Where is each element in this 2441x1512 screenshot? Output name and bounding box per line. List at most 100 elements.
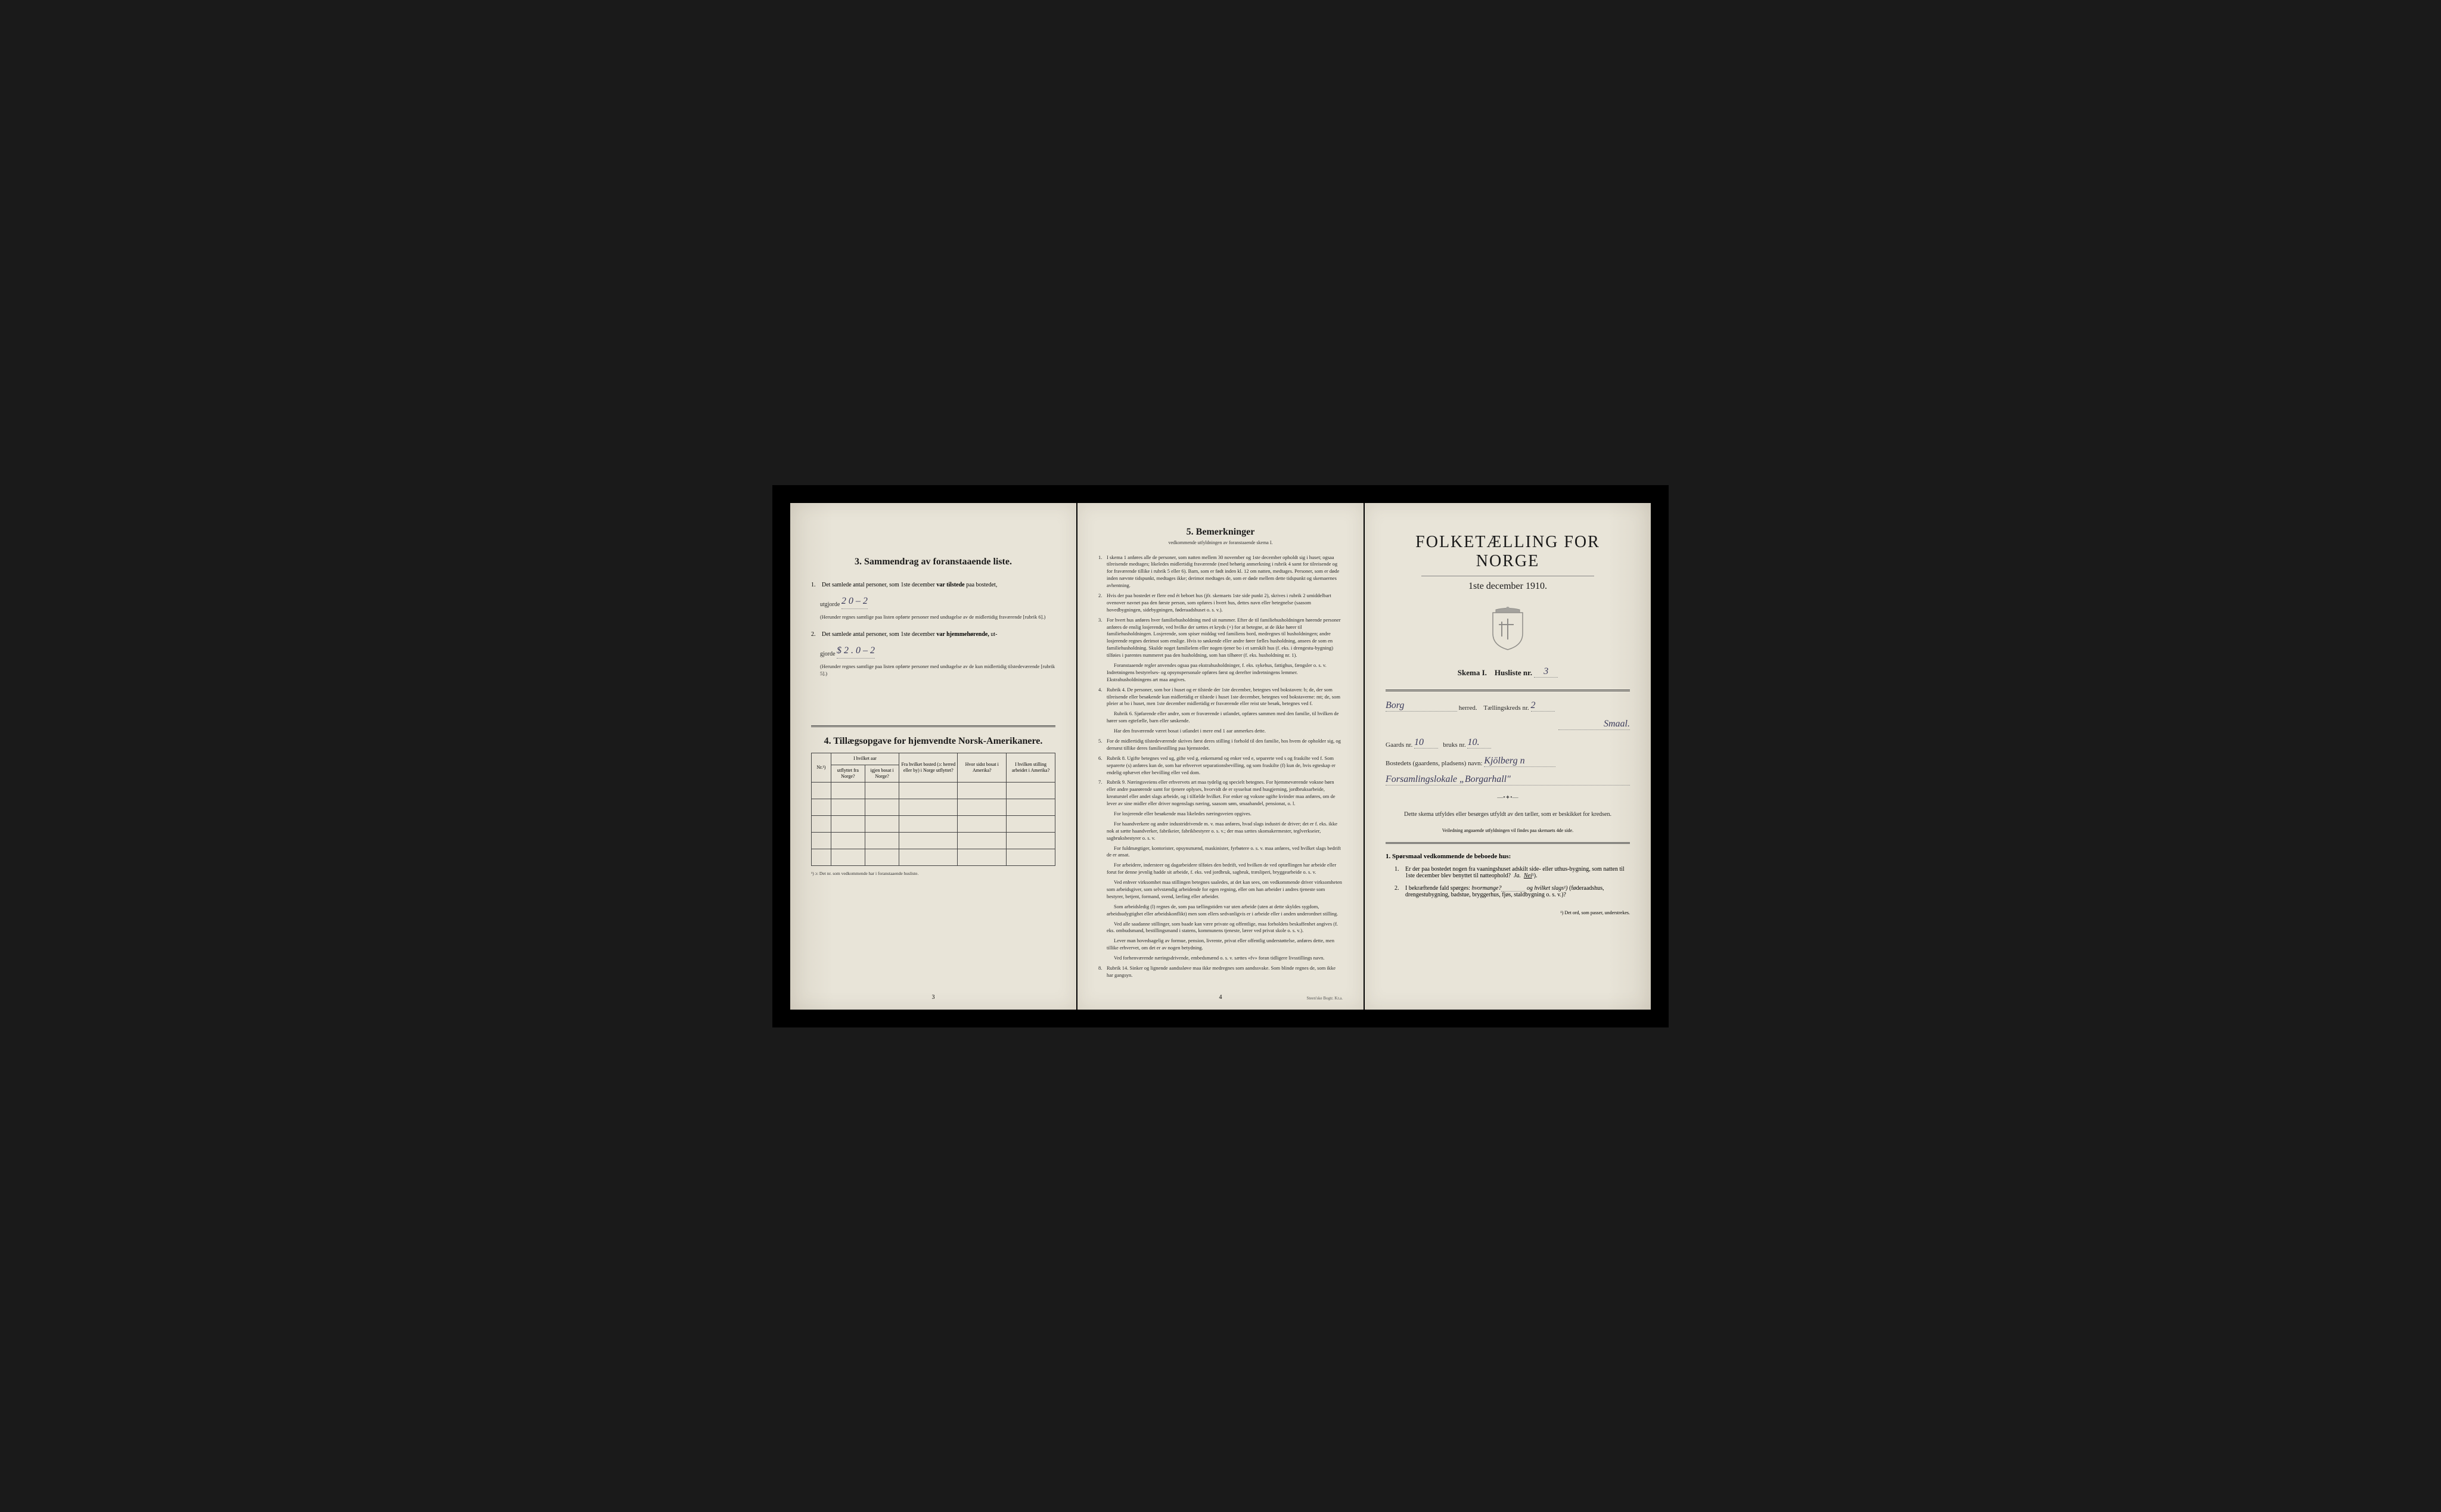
- item-2-text-before: Det samlede antal personer, som 1ste dec…: [822, 631, 935, 638]
- bemerk-item: Foranstaaende regler anvendes ogsaa paa …: [1098, 662, 1343, 684]
- bemerk-item: For haandverkere og andre industridriven…: [1098, 821, 1343, 842]
- main-subtitle: 1ste december 1910.: [1386, 581, 1630, 592]
- bemerk-text: Ved forhenværende næringsdrivende, embed…: [1107, 955, 1343, 962]
- table-row: [812, 816, 1055, 833]
- tellingskreds-value: 2: [1531, 700, 1536, 710]
- bemerk-num: [1098, 955, 1107, 962]
- bemerk-num: [1098, 845, 1107, 859]
- bruks-label: bruks nr.: [1443, 741, 1466, 749]
- q2-num: 2.: [1395, 885, 1405, 898]
- bemerk-item: 4.Rubrik 4. De personer, som bor i huset…: [1098, 687, 1343, 708]
- q2-hvormange: hvormange?: [1471, 885, 1501, 892]
- amerikanere-table: Nr.¹) I hvilket aar Fra hvilket bosted (…: [811, 753, 1055, 866]
- question-2: 2. I bekræftende fald spørges: hvormange…: [1395, 885, 1630, 898]
- item-1-text-before: Det samlede antal personer, som 1ste dec…: [822, 582, 935, 588]
- col-year-group: I hvilket aar: [831, 753, 899, 765]
- herred-label: herred.: [1459, 704, 1477, 712]
- col-4: Hvor sidst bosat i Amerika?: [958, 753, 1007, 783]
- col-1: utflyttet fra Norge?: [831, 765, 865, 783]
- bemerk-item: For fuldmægtiger, kontorister, opsynsmæn…: [1098, 845, 1343, 859]
- main-title: FOLKETÆLLING FOR NORGE: [1386, 533, 1630, 571]
- coat-of-arms: [1386, 607, 1630, 654]
- table-row: [812, 849, 1055, 866]
- item-1-bold: var tilstede: [936, 582, 964, 588]
- bemerk-num: 6.: [1098, 755, 1107, 777]
- bemerk-num: [1098, 728, 1107, 735]
- section-4-title-text: Tillægsopgave for hjemvendte Norsk-Ameri…: [833, 736, 1042, 746]
- bemerk-text: For hvert hus anføres hver familiehushol…: [1107, 617, 1343, 659]
- bemerk-num: [1098, 662, 1107, 684]
- bemerk-num: [1098, 879, 1107, 901]
- section-3-title-text: Sammendrag av foranstaaende liste.: [864, 557, 1012, 567]
- table-row: [812, 799, 1055, 816]
- item-1-text-after: paa bostedet,: [966, 582, 997, 588]
- divider-3: [1386, 842, 1630, 844]
- item-1-note: (Herunder regnes samtlige paa listen opf…: [820, 614, 1045, 620]
- bemerk-item: Rubrik 6. Sjøfarende eller andre, som er…: [1098, 710, 1343, 725]
- q2-og: og: [1527, 885, 1533, 892]
- husliste-label: Husliste nr.: [1495, 668, 1532, 677]
- page-1-number: 3: [932, 994, 935, 1001]
- bemerk-text: Rubrik 8. Ugifte betegnes ved ug, gifte …: [1107, 755, 1343, 777]
- instructions-text: Dette skema utfyldes eller besørges utfy…: [1386, 810, 1630, 819]
- schema-label: Skema I.: [1458, 668, 1487, 677]
- bosted-label: Bostedets (gaardens, pladsens) navn:: [1386, 760, 1483, 767]
- section-4-footnote: ¹) ɔ: Det nr. som vedkommende har i fora…: [811, 871, 1055, 876]
- bemerk-item: Lever man hovedsagelig av formue, pensio…: [1098, 937, 1343, 952]
- bemerk-num: [1098, 821, 1107, 842]
- bemerk-num: 7.: [1098, 779, 1107, 808]
- husliste-value: 3: [1544, 666, 1548, 676]
- item-2-num: 2.: [811, 631, 822, 638]
- bemerk-text: Rubrik 6. Sjøfarende eller andre, som er…: [1107, 710, 1343, 725]
- section-5-number: 5.: [1187, 527, 1194, 537]
- bemerk-num: [1098, 811, 1107, 818]
- herred-line: Borg herred. Tællingskreds nr. 2: [1386, 700, 1630, 712]
- bemerk-item: 6.Rubrik 8. Ugifte betegnes ved ug, gift…: [1098, 755, 1343, 777]
- bemerk-num: [1098, 921, 1107, 935]
- smaal-line: Smaal.: [1386, 719, 1630, 730]
- item-1-value-line: utgjorde 2 0 – 2: [820, 594, 1055, 609]
- bemerk-text: Ved enhver virksomhet maa stillingen bet…: [1107, 879, 1343, 901]
- bosted-value-1: Kjölberg n: [1484, 756, 1524, 766]
- bemerk-text: For arbeidere, indersteer og dagarbeider…: [1107, 862, 1343, 876]
- section-4-number: 4.: [824, 736, 831, 746]
- bemerk-text: Ved alle saadanne stillinger, som baade …: [1107, 921, 1343, 935]
- bemerk-text: Rubrik 14. Sinker og lignende aandssløve…: [1107, 965, 1343, 979]
- q-header-text: Spørsmaal vedkommende de beboede hus:: [1392, 853, 1511, 860]
- page-2: 5. Bemerkninger vedkommende utfyldningen…: [1077, 503, 1364, 1010]
- item-2-value-line: gjorde $ 2 . 0 – 2: [820, 644, 1055, 659]
- item-2: 2. Det samlede antal personer, som 1ste …: [811, 631, 1055, 638]
- bemerk-num: [1098, 710, 1107, 725]
- document-wrapper: 3. Sammendrag av foranstaaende liste. 1.…: [772, 485, 1669, 1027]
- gaards-label: Gaards nr.: [1386, 741, 1412, 749]
- bemerk-text: Har den fraværende været bosat i utlande…: [1107, 728, 1343, 735]
- item-2-bold: var hjemmehørende,: [936, 631, 989, 638]
- bruks-value: 10.: [1467, 737, 1479, 747]
- decorative-divider: ―•✦•―: [1386, 794, 1630, 801]
- gaards-line: Gaards nr. 10 bruks nr. 10.: [1386, 737, 1630, 749]
- col-0: Nr.¹): [812, 753, 831, 783]
- question-1: 1. Er der paa bostedet nogen fra vaaning…: [1395, 866, 1630, 879]
- utgjorde-1: utgjorde: [820, 601, 840, 608]
- bemerk-text: For de midlertidig tilstedeværende skriv…: [1107, 738, 1343, 752]
- page-3: FOLKETÆLLING FOR NORGE 1ste december 191…: [1365, 503, 1651, 1010]
- instructions-note: Veiledning angaaende utfyldningen vil fi…: [1386, 828, 1630, 833]
- gaards-value: 10: [1414, 737, 1424, 747]
- tellingskreds-label: Tællingskreds nr.: [1483, 704, 1529, 712]
- bemerkninger-list: 1.I skema 1 anføres alle de personer, so…: [1098, 554, 1343, 979]
- bosted-line: Bostedets (gaardens, pladsens) navn: Kjö…: [1386, 756, 1630, 767]
- bemerk-text: Som arbeidsledig (l) regnes de, som paa …: [1107, 904, 1343, 918]
- bemerk-item: Som arbeidsledig (l) regnes de, som paa …: [1098, 904, 1343, 918]
- q2-hvilket: hvilket slags¹): [1534, 885, 1567, 892]
- bemerk-text: Lever man hovedsagelig av formue, pensio…: [1107, 937, 1343, 952]
- bemerk-num: [1098, 862, 1107, 876]
- q1-marker: ¹).: [1532, 873, 1538, 879]
- bemerk-num: 2.: [1098, 592, 1107, 614]
- item-1-num: 1.: [811, 582, 822, 588]
- q-header-num: 1.: [1386, 853, 1390, 860]
- bemerk-item: Ved alle saadanne stillinger, som baade …: [1098, 921, 1343, 935]
- bemerk-text: For haandverkere og andre industridriven…: [1107, 821, 1343, 842]
- section-5-title: 5. Bemerkninger: [1098, 527, 1343, 538]
- bemerk-num: [1098, 904, 1107, 918]
- gjorde-2: gjorde: [820, 651, 836, 657]
